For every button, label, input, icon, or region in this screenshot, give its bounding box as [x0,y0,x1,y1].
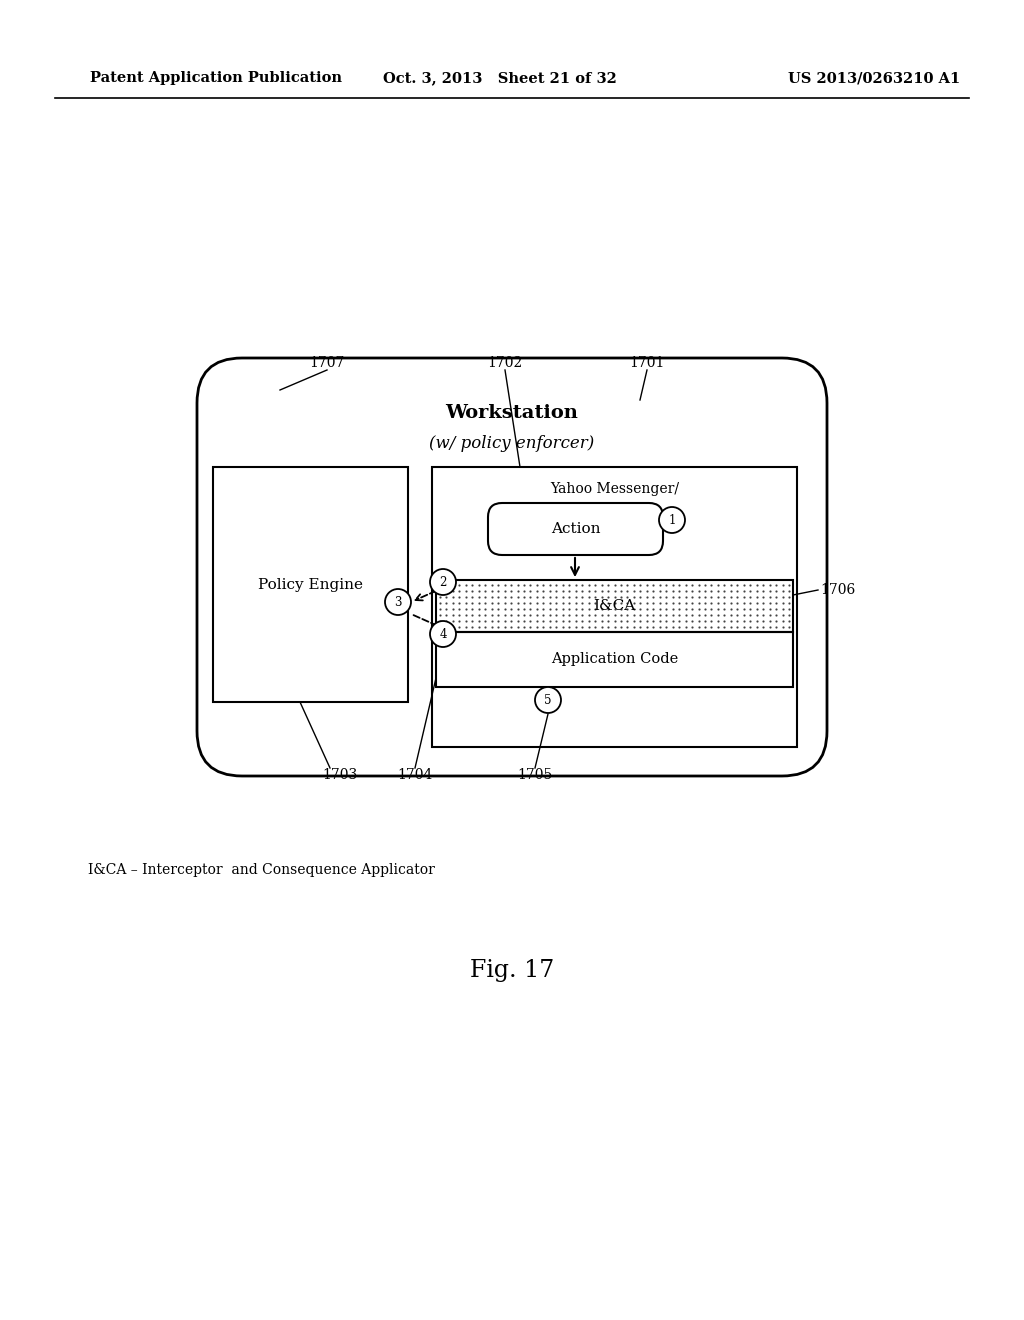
Text: (w/ policy enforcer): (w/ policy enforcer) [429,434,595,451]
FancyBboxPatch shape [488,503,663,554]
Text: Yahoo Messenger/: Yahoo Messenger/ [550,482,679,496]
Text: 1: 1 [669,513,676,527]
Bar [213,467,408,702]
Text: 1707: 1707 [309,356,345,370]
Text: Fig. 17: Fig. 17 [470,958,554,982]
Text: Policy Engine: Policy Engine [258,578,362,591]
Text: 2: 2 [439,576,446,589]
Circle shape [430,620,456,647]
Text: 4: 4 [439,627,446,640]
Bar [436,579,793,632]
Bar [436,579,793,632]
Circle shape [659,507,685,533]
Text: Patent Application Publication: Patent Application Publication [90,71,342,84]
Text: Application Code: Application Code [551,652,678,667]
Text: 1701: 1701 [630,356,665,370]
Text: 5: 5 [544,693,552,706]
Bar [436,632,793,686]
Text: US 2013/0263210 A1: US 2013/0263210 A1 [787,71,961,84]
Text: 1706: 1706 [820,583,855,597]
Text: 1702: 1702 [487,356,522,370]
Text: Workstation: Workstation [445,404,579,422]
Circle shape [385,589,411,615]
Bar [432,467,797,747]
Text: Action: Action [551,521,600,536]
Text: 3: 3 [394,595,401,609]
Text: 1705: 1705 [517,768,553,781]
Text: 1704: 1704 [397,768,433,781]
Text: 1703: 1703 [323,768,357,781]
Circle shape [430,569,456,595]
Text: Oct. 3, 2013   Sheet 21 of 32: Oct. 3, 2013 Sheet 21 of 32 [383,71,616,84]
Text: I&CA: I&CA [593,599,636,612]
Text: I&CA – Interceptor  and Consequence Applicator: I&CA – Interceptor and Consequence Appli… [88,863,435,876]
FancyBboxPatch shape [197,358,827,776]
Circle shape [535,686,561,713]
